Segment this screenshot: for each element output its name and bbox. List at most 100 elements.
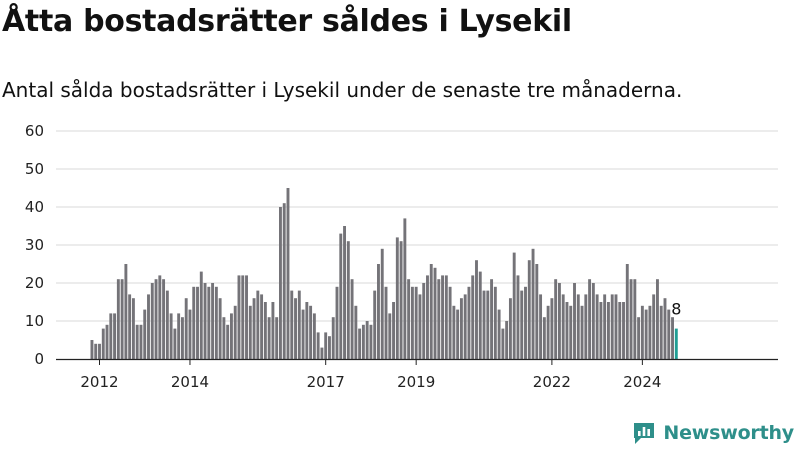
bar [539,294,543,359]
bar [301,309,305,359]
bar [652,294,656,359]
brand-logo: Newsworthy [631,420,794,446]
bar [158,275,162,359]
bars [90,188,678,359]
bar [557,283,561,359]
x-tick-label: 2017 [307,373,345,391]
bar [535,264,539,359]
bar [188,309,192,359]
bar [384,286,388,359]
bar [403,218,407,359]
y-tick-label: 10 [25,312,44,330]
bar [414,286,418,359]
y-tick-label: 30 [25,236,44,254]
x-tick-label: 2014 [171,373,209,391]
bar [622,302,625,359]
bar [184,298,188,359]
bar [659,305,663,359]
bar [324,332,328,359]
bar [603,294,607,359]
bar [410,286,414,359]
bar [245,275,248,359]
bar [365,321,369,359]
bar [429,264,433,359]
bar [116,279,120,359]
data-label-latest: 8 [671,300,681,319]
bar [550,298,554,359]
bar [162,279,166,359]
bar [101,328,105,359]
bar [346,241,350,359]
bar [294,298,297,359]
bar [128,294,132,359]
bar [448,286,452,359]
bar [109,313,113,359]
bar [588,279,592,359]
bar [520,290,524,359]
x-tick-label: 2024 [623,373,661,391]
bar [467,286,471,359]
bar [218,298,222,359]
y-tick-label: 60 [25,122,44,140]
bar [418,294,422,359]
x-tick-label: 2019 [397,373,435,391]
bar [591,283,595,359]
bar [565,302,569,359]
bar [177,313,181,359]
bar [569,305,573,359]
bar [286,188,290,359]
bar [486,290,490,359]
y-tick-label: 20 [25,274,44,292]
bar [173,328,177,359]
bar [437,279,441,359]
bar [463,294,467,359]
bar [584,294,588,359]
bar [226,324,230,359]
bar [377,264,380,359]
bar [282,203,286,359]
bar [524,286,527,359]
bar [192,286,196,359]
bar [493,286,497,359]
bar [237,275,241,359]
bar [505,321,509,359]
bar [154,279,158,359]
bar [199,271,203,359]
bar [426,275,429,359]
bar [211,283,215,359]
x-tick-label: 2022 [533,373,571,391]
bar [241,275,245,359]
bar [497,309,501,359]
bar [320,347,324,359]
bar [335,286,339,359]
bar [656,279,659,359]
bar [203,283,207,359]
bar [143,309,147,359]
bar [207,286,211,359]
bar [350,279,354,359]
bar [580,305,584,359]
bar [478,271,482,359]
bar [614,294,618,359]
bar [482,290,486,359]
bar [422,283,426,359]
bar [599,302,603,359]
bar [444,275,448,359]
bar [94,343,98,359]
bar [671,317,674,359]
bar [637,317,641,359]
bar [358,328,362,359]
bar [267,317,271,359]
bar [441,275,445,359]
bar [554,279,558,359]
bar [633,279,637,359]
bar [373,290,377,359]
bar [361,324,365,359]
bar [331,317,335,359]
bar [471,275,475,359]
bar [640,305,644,359]
bar [233,305,237,359]
bar [113,313,117,359]
bar [395,237,399,359]
